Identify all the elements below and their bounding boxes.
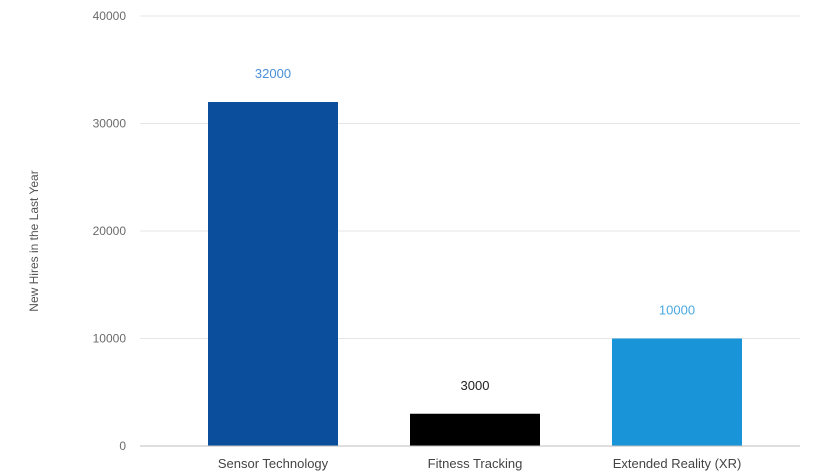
bar [208, 102, 338, 446]
bar-value-label: 32000 [255, 66, 291, 81]
y-axis-title: New Hires in the Last Year [27, 170, 41, 311]
bar [612, 338, 742, 446]
bars [208, 102, 742, 446]
y-tick-label: 40000 [93, 9, 127, 23]
y-tick-label: 20000 [93, 224, 127, 238]
x-tick-label: Extended Reality (XR) [613, 456, 742, 471]
data-labels: 32000 3000 10000 [255, 66, 695, 393]
y-axis-ticks: 0 10000 20000 30000 40000 [93, 9, 127, 453]
x-tick-label: Sensor Technology [218, 456, 329, 471]
bar-value-label: 10000 [659, 303, 695, 318]
y-tick-label: 30000 [93, 117, 127, 131]
y-tick-label: 10000 [93, 332, 127, 346]
x-axis-ticks: Sensor Technology Fitness Tracking Extende… [218, 456, 741, 471]
x-tick-label: Fitness Tracking [428, 456, 523, 471]
bar-value-label: 3000 [461, 378, 490, 393]
bar [410, 413, 540, 446]
y-tick-label: 0 [119, 439, 126, 453]
